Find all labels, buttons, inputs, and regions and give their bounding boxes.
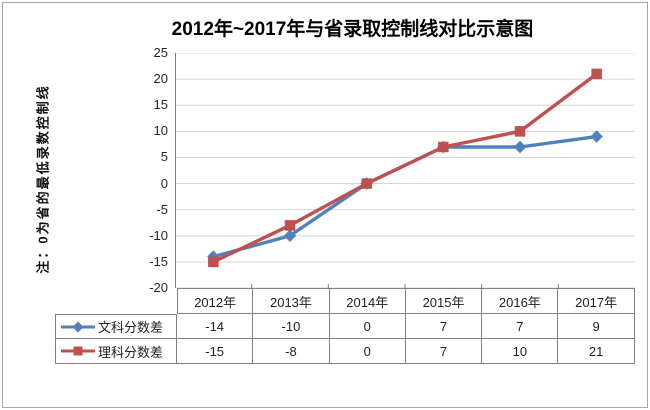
chart-title: 2012年~2017年与省录取控制线对比示意图 [171, 19, 534, 40]
value-cell: 7 [405, 339, 483, 364]
square-marker [591, 68, 602, 80]
legend-cell: 理科分数差 [55, 339, 177, 364]
value-cell: 0 [329, 314, 406, 339]
diamond-marker [590, 130, 603, 143]
y-axis-labels: 25 20 15 10 5 0 -5 -10 -15 -20 [120, 0, 168, 410]
value-cell: 21 [558, 339, 635, 364]
value-cell: 9 [558, 314, 635, 339]
year-header-cell: 2017年 [558, 288, 635, 314]
diamond-marker [283, 229, 297, 243]
diamond-legend-key-icon [61, 321, 95, 332]
table-corner-gap [55, 288, 177, 313]
square-legend-key-icon [61, 346, 95, 356]
y-axis-tick-label: -15 [149, 253, 168, 269]
data-table: 2012年 2013年 2014年 2015年 2016年 2017年文科分数差 -14 -1… [55, 288, 636, 364]
diamond-marker [513, 140, 527, 154]
y-axis-note: 注：0为省的最低录数控制线 [35, 84, 51, 274]
y-axis-tick-label: -20 [149, 280, 168, 295]
value-cell: 7 [405, 314, 483, 339]
y-axis-tick-label: 15 [153, 97, 168, 113]
year-header-cell: 2012年 [177, 288, 254, 314]
series-name-label: 理科分数差 [98, 344, 164, 360]
legend-cell: 文科分数差 [55, 314, 177, 339]
diamond-marker [72, 321, 84, 332]
value-cell: 7 [482, 314, 559, 339]
value-cell: 0 [329, 339, 406, 364]
square-marker [514, 126, 526, 137]
y-axis-tick-label: 0 [160, 175, 168, 191]
value-cell: 10 [482, 339, 559, 364]
year-header-cell: 2014年 [329, 288, 406, 314]
year-header-cell: 2015年 [405, 288, 483, 314]
y-axis-tick-label: -5 [156, 201, 168, 217]
value-cell: -14 [177, 314, 254, 339]
series-name-label: 文科分数差 [98, 320, 164, 335]
square-marker [208, 256, 219, 268]
y-axis-tick-label: -10 [149, 227, 168, 243]
year-header-cell: 2016年 [482, 288, 559, 314]
value-cell: -8 [253, 339, 330, 364]
plot-area [175, 53, 635, 288]
square-marker [284, 220, 296, 231]
y-axis-tick-label: 5 [160, 149, 168, 165]
square-marker [73, 346, 83, 356]
series-line [212, 134, 597, 259]
value-cell: -10 [253, 314, 330, 339]
y-axis-tick-label: 10 [153, 123, 168, 139]
series-line [212, 72, 598, 264]
square-marker [438, 141, 449, 153]
value-cell: -15 [177, 339, 254, 364]
y-axis-tick-label: 25 [153, 45, 168, 60]
square-marker [361, 178, 372, 189]
y-axis-tick-label: 20 [153, 71, 168, 87]
year-header-cell: 2013年 [253, 288, 330, 314]
